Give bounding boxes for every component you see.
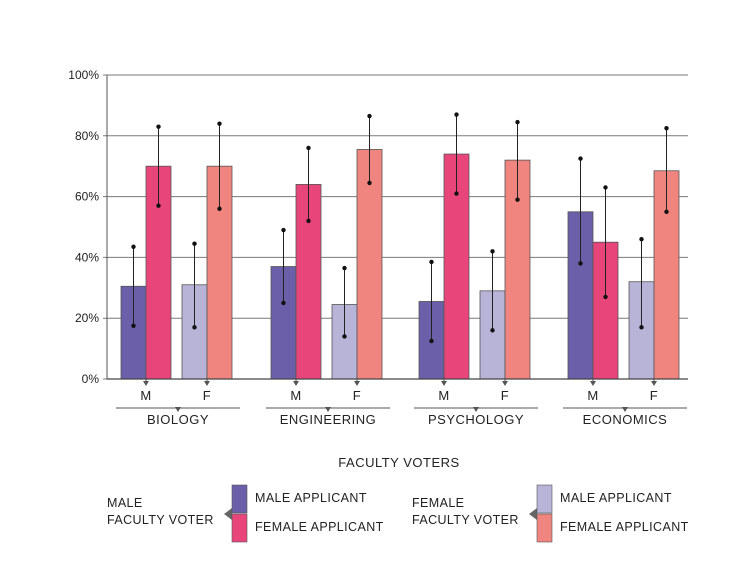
voter-label: F [203,388,211,403]
legend-group-title: MALE [107,496,143,510]
legend: MALE FACULTY VOTER MALE APPLICANT FEMALE AP… [107,484,689,543]
error-cap-high [515,119,520,125]
legend-swatch [231,484,248,514]
y-tick-labels: 0% 20% 40% 60% 80% 100% [68,68,99,386]
y-tick-label: 20% [75,311,99,325]
category-label: ENGINEERING [280,412,377,427]
sub-tick-marker [204,381,210,386]
voter-label: M [140,388,151,403]
error-cap-high [342,265,347,271]
bar [356,149,383,380]
error-cap-high [603,185,608,190]
sub-tick-marker [502,381,508,386]
legend-pointer [224,508,232,520]
bars [120,149,680,380]
category-label: ECONOMICS [583,412,668,427]
error-cap-low [639,325,644,330]
error-cap-low [367,180,372,186]
legend-group-title: FEMALE [412,496,464,510]
error-cap-high [156,124,161,129]
error-cap-low [490,328,495,333]
x-axis: M F BIOLOGY M F ENGINEERING M F PSYCHOLOGY M F ECON… [107,378,688,427]
error-cap-high [192,241,197,246]
category-marker [473,407,479,412]
error-cap-high [454,112,459,117]
sub-tick-marker [143,381,149,386]
category-marker [175,407,181,412]
error-cap-low [281,300,286,306]
error-cap-low [192,325,197,330]
error-cap-low [578,261,583,266]
legend-pointer [529,508,537,520]
legend-group-title: FACULTY VOTER [107,513,214,527]
error-cap-high [490,249,495,254]
error-cap-high [306,145,311,151]
error-cap-high [281,227,286,233]
voter-label: M [587,388,598,403]
category-marker [325,407,331,412]
error-cap-low [515,197,520,202]
error-cap-low [603,294,608,300]
legend-group-title: FACULTY VOTER [412,513,519,527]
category-label: PSYCHOLOGY [428,412,524,427]
error-bars [131,112,669,344]
y-tick-label: 40% [75,250,99,264]
error-cap-low [156,203,161,208]
error-cap-high [664,126,669,131]
legend-swatch [536,484,553,514]
legend-swatch [536,513,553,543]
error-cap-high [639,236,644,242]
sub-tick-marker [590,381,596,386]
error-cap-high [429,259,434,265]
error-cap-high [578,156,583,161]
error-cap-high [367,113,372,119]
sub-tick-marker [293,381,299,386]
y-tick-label: 80% [75,129,99,143]
error-cap-low [342,334,347,339]
sub-tick-marker [651,381,657,386]
x-axis-title: FACULTY VOTERS [338,455,459,470]
legend-swatch [231,513,248,543]
voter-label: M [438,388,449,403]
y-tick-label: 100% [68,68,99,82]
error-cap-low [131,323,136,328]
legend-item-label: FEMALE APPLICANT [560,520,689,534]
legend-item-label: FEMALE APPLICANT [255,520,384,534]
voter-label: F [501,388,509,403]
error-cap-low [664,209,669,214]
legend-group: MALE FACULTY VOTER MALE APPLICANT FEMALE AP… [107,484,384,543]
error-cap-low [306,218,311,224]
category-label: BIOLOGY [147,412,209,427]
y-tick-label: 60% [75,190,99,204]
category-marker [622,407,628,412]
error-cap-low [454,191,459,196]
error-cap-low [429,338,434,344]
error-cap-high [131,244,136,249]
legend-item-label: MALE APPLICANT [255,491,367,505]
sub-tick-marker [354,381,360,386]
error-cap-high [217,121,222,126]
sub-tick-marker [441,381,447,386]
y-tick-label: 0% [82,372,100,386]
voter-label: F [650,388,658,403]
legend-item-label: MALE APPLICANT [560,491,672,505]
voter-label: M [290,388,301,403]
voter-label: F [353,388,361,403]
legend-group: FEMALE FACULTY VOTER MALE APPLICANT FEMALE … [412,484,689,543]
error-cap-low [217,206,222,211]
